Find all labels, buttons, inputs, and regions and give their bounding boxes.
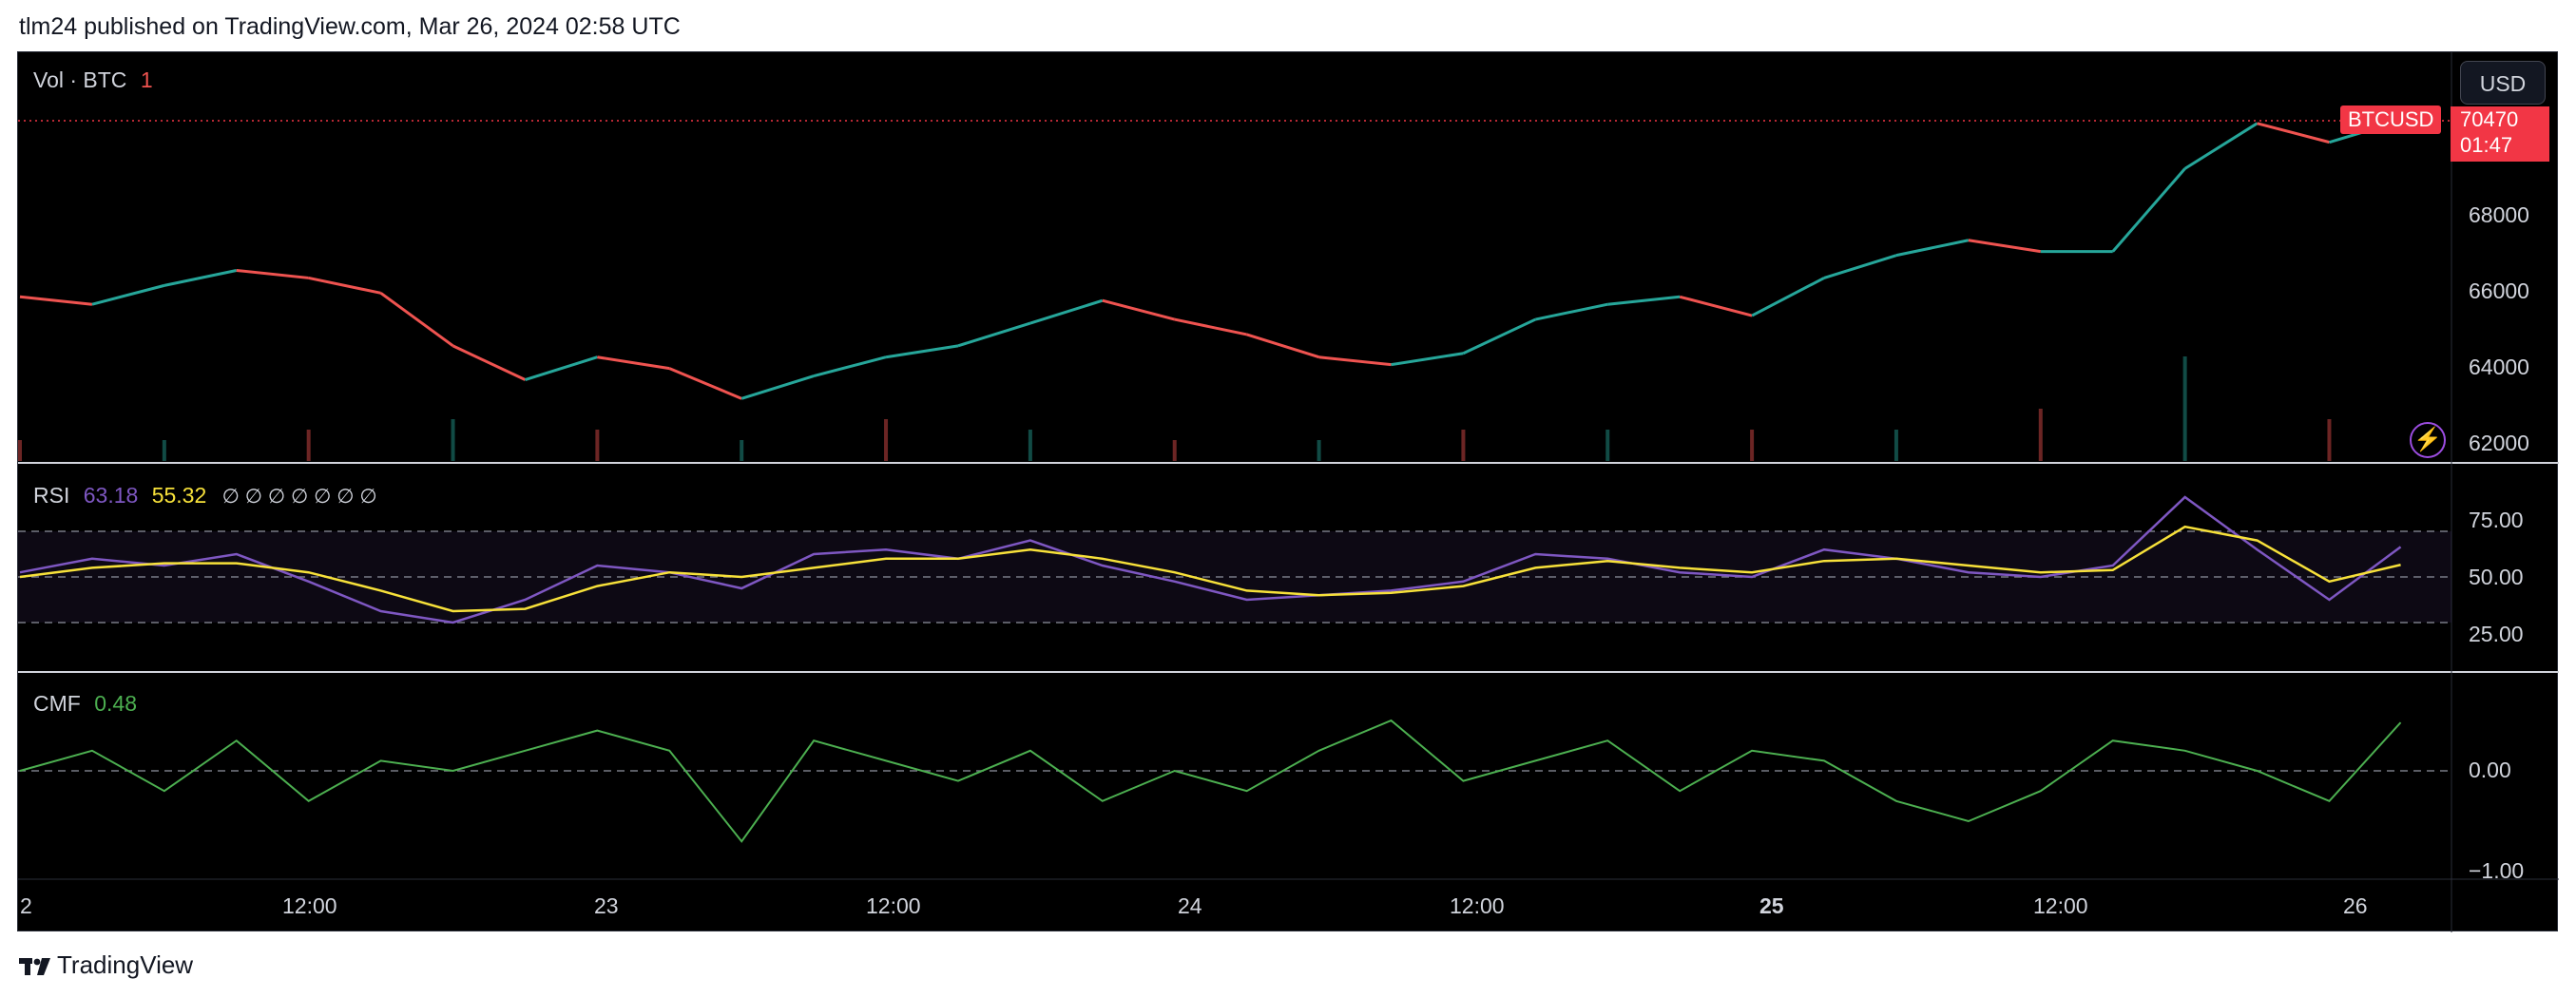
price-segment — [1102, 298, 1176, 321]
cmf-line — [19, 719, 2402, 843]
price-segment — [1968, 239, 2042, 254]
y-tick-label: 66000 — [2469, 278, 2529, 303]
volume-bar — [1750, 430, 1755, 461]
price-segment — [91, 283, 165, 306]
cmf-label: CMF — [33, 691, 81, 716]
symbol-tag: BTCUSD — [2340, 106, 2442, 134]
volume-bar — [18, 440, 22, 461]
price-segment — [1029, 298, 1104, 325]
price-segment — [740, 374, 815, 400]
chart-canvas[interactable] — [18, 52, 2559, 932]
volume-bar — [1172, 440, 1177, 461]
price-segment — [1462, 317, 1536, 355]
volume-bar — [162, 440, 166, 461]
volume-bar — [1317, 440, 1321, 461]
price-segment — [452, 344, 527, 381]
price-segment — [1246, 333, 1320, 359]
volume-bar — [2327, 419, 2332, 461]
y-tick-label: −1.00 — [2469, 858, 2525, 883]
volume-bar — [740, 440, 744, 461]
y-tick-label: 75.00 — [2469, 508, 2524, 532]
price-segment — [2183, 122, 2259, 170]
volume-bar — [1894, 430, 1898, 461]
footer-brand-label: TradingView — [57, 950, 194, 979]
cmf-legend: CMF 0.48 — [33, 691, 137, 717]
price-segment — [1823, 254, 1897, 279]
price-segment — [957, 321, 1031, 348]
rsi-hidden-values: ∅ ∅ ∅ ∅ ∅ ∅ ∅ — [221, 486, 377, 508]
price-segment — [597, 355, 670, 371]
volume-label: Vol · BTC — [33, 67, 127, 92]
y-tick-label: 0.00 — [2469, 758, 2511, 782]
main-legend: Vol · BTC 1 — [33, 67, 153, 93]
chart-frame[interactable]: Vol · BTC 1 RSI 63.18 55.32 ∅ ∅ ∅ ∅ ∅ ∅ … — [17, 51, 2559, 932]
publisher-line: tlm24 published on TradingView.com, Mar … — [19, 13, 681, 40]
price-segment — [163, 269, 238, 287]
last-price-tag: 70470 01:47 — [2451, 106, 2549, 162]
price-segment — [1391, 352, 1464, 367]
x-tick-label: 23 — [594, 893, 619, 918]
x-tick-label: 12:00 — [282, 893, 337, 918]
rsi-legend: RSI 63.18 55.32 ∅ ∅ ∅ ∅ ∅ ∅ ∅ — [33, 483, 377, 509]
y-tick-label: 68000 — [2469, 202, 2529, 227]
volume-bar — [1605, 430, 1610, 461]
price-segment — [379, 292, 454, 348]
rsi-ma-value: 55.32 — [151, 483, 207, 508]
volume-bar — [2182, 356, 2187, 461]
volume-bar — [884, 419, 889, 461]
y-tick-label: 64000 — [2469, 355, 2529, 379]
price-segment — [524, 355, 598, 381]
volume-bar — [306, 430, 311, 461]
x-tick-label: 12:00 — [866, 893, 921, 918]
price-segment — [1607, 295, 1681, 306]
price-segment — [1318, 355, 1392, 367]
tradingview-logo-icon — [19, 958, 50, 976]
volume-bar — [595, 430, 600, 461]
rsi-line — [19, 495, 2402, 624]
price-segment — [2257, 122, 2330, 144]
price-segment — [1751, 277, 1825, 317]
x-tick-label: 2 — [20, 893, 32, 918]
y-tick-label: 62000 — [2469, 431, 2529, 455]
price-segment — [2111, 167, 2186, 253]
price-segment — [236, 269, 309, 279]
x-tick-label: 26 — [2343, 893, 2368, 918]
lightning-icon[interactable]: ⚡ — [2410, 422, 2446, 458]
price-segment — [885, 344, 959, 359]
volume-bar — [1028, 430, 1032, 461]
price-segment — [1895, 239, 1970, 258]
price-segment — [668, 367, 742, 400]
x-tick-label: 12:00 — [1450, 893, 1505, 918]
rsi-ma-line — [19, 525, 2401, 613]
price-segment — [1174, 317, 1247, 336]
price-segment — [1535, 302, 1608, 321]
price-segment — [1679, 295, 1753, 317]
volume-bar — [451, 419, 455, 461]
price-segment — [813, 355, 887, 378]
last-price: 70470 — [2460, 107, 2519, 131]
price-segment — [308, 276, 381, 295]
x-tick-label: 24 — [1178, 893, 1202, 918]
footer-brand[interactable]: TradingView — [19, 950, 193, 980]
cmf-value: 0.48 — [94, 691, 137, 716]
volume-bar — [1461, 430, 1466, 461]
bar-countdown: 01:47 — [2460, 133, 2513, 157]
volume-bar — [2038, 409, 2043, 461]
y-tick-label: 25.00 — [2469, 622, 2524, 646]
x-tick-label: 25 — [1759, 893, 1784, 918]
x-tick-label: 12:00 — [2033, 893, 2088, 918]
volume-value: 1 — [140, 67, 153, 92]
y-tick-label: 50.00 — [2469, 565, 2524, 589]
price-segment — [19, 295, 93, 306]
rsi-value: 63.18 — [83, 483, 139, 508]
rsi-label: RSI — [33, 483, 70, 508]
currency-button[interactable]: USD — [2460, 61, 2546, 105]
